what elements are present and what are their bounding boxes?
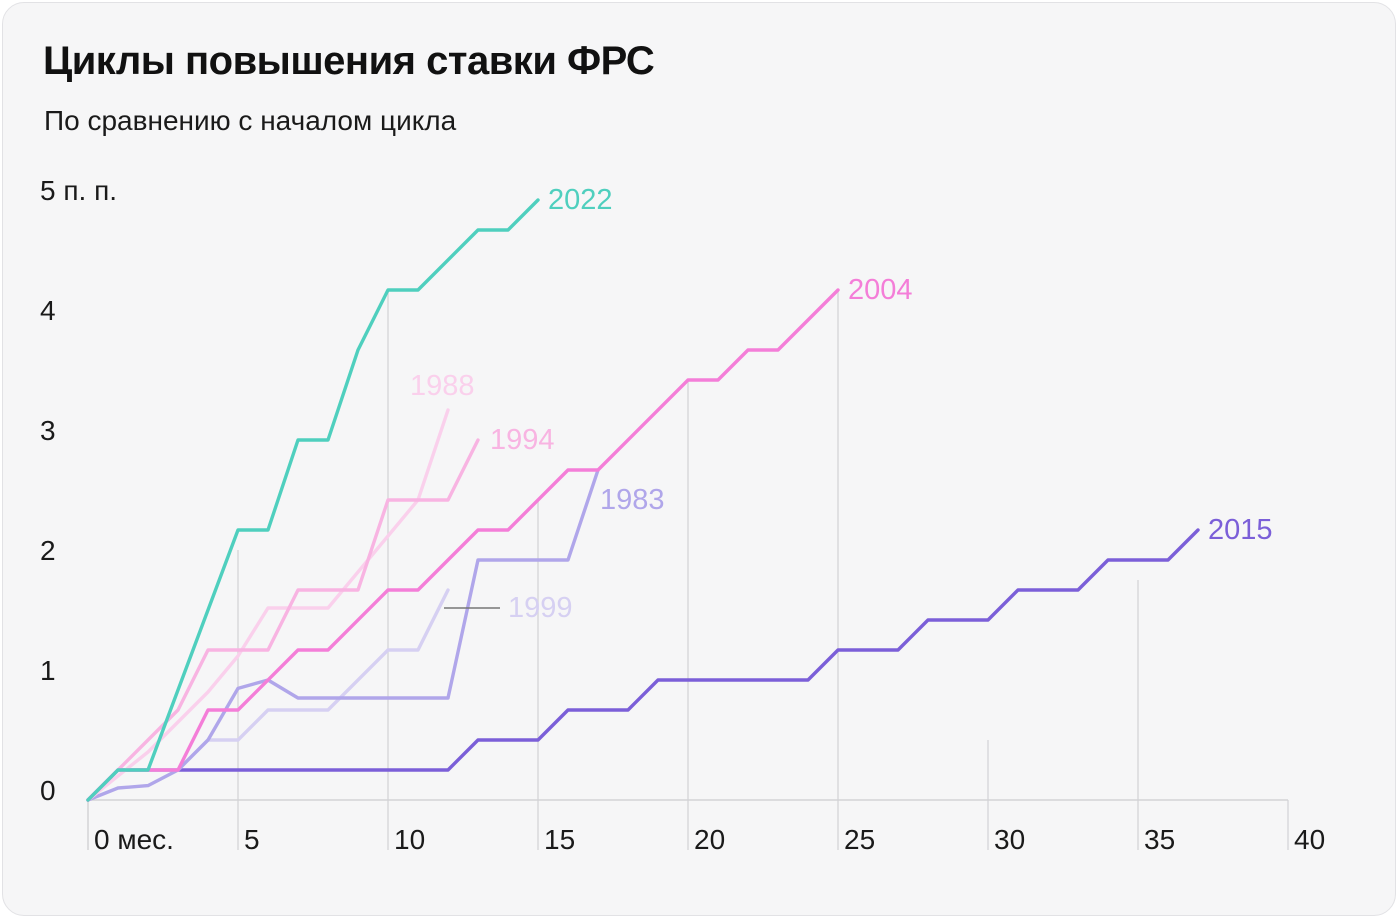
- series-label-2022: 2022: [548, 184, 613, 216]
- x-tick-label: 15: [544, 824, 575, 855]
- series-label-1994: 1994: [490, 424, 555, 456]
- x-tick-label: 25: [844, 824, 875, 855]
- x-tick-label: 0 мес.: [94, 824, 174, 855]
- x-tick-label: 5: [244, 824, 260, 855]
- chart-title: Циклы повышения ставки ФРС: [43, 39, 655, 83]
- y-tick-label: 4: [40, 295, 56, 326]
- y-tick-label: 3: [40, 415, 56, 446]
- chart-subtitle: По сравнению с началом цикла: [44, 105, 457, 136]
- x-tick-label: 30: [994, 824, 1025, 855]
- x-tick-label: 10: [394, 824, 425, 855]
- series-labels: 2015 1999 1983 1988 1994 2004 2022: [410, 184, 1273, 624]
- grid-lines: [237, 290, 1289, 850]
- series-line-2015: [86, 528, 1200, 802]
- x-tick-label: 20: [694, 824, 725, 855]
- series-line-2022: [86, 198, 540, 802]
- y-axis: 0 1 2 3 4 5 п. п.: [40, 175, 117, 806]
- y-tick-label: 5 п. п.: [40, 175, 117, 206]
- x-tick-label: 35: [1144, 824, 1175, 855]
- y-tick-label: 1: [40, 655, 56, 686]
- series-label-2004: 2004: [848, 274, 913, 306]
- series-label-1999: 1999: [508, 592, 573, 624]
- x-axis: 0 мес. 5 10 15 20 25 30 35 40: [87, 799, 1325, 855]
- x-tick-label: 40: [1294, 824, 1325, 855]
- series-line-1983: [86, 468, 600, 802]
- series-line-1994: [86, 438, 480, 802]
- series-label-1983: 1983: [600, 484, 665, 516]
- series-line-1988: [86, 408, 450, 802]
- y-tick-label: 0: [40, 775, 56, 806]
- y-tick-label: 2: [40, 535, 56, 566]
- series-lines: [86, 198, 1200, 802]
- series-line-2004: [86, 288, 840, 802]
- series-label-1988: 1988: [410, 370, 475, 402]
- series-label-2015: 2015: [1208, 514, 1273, 546]
